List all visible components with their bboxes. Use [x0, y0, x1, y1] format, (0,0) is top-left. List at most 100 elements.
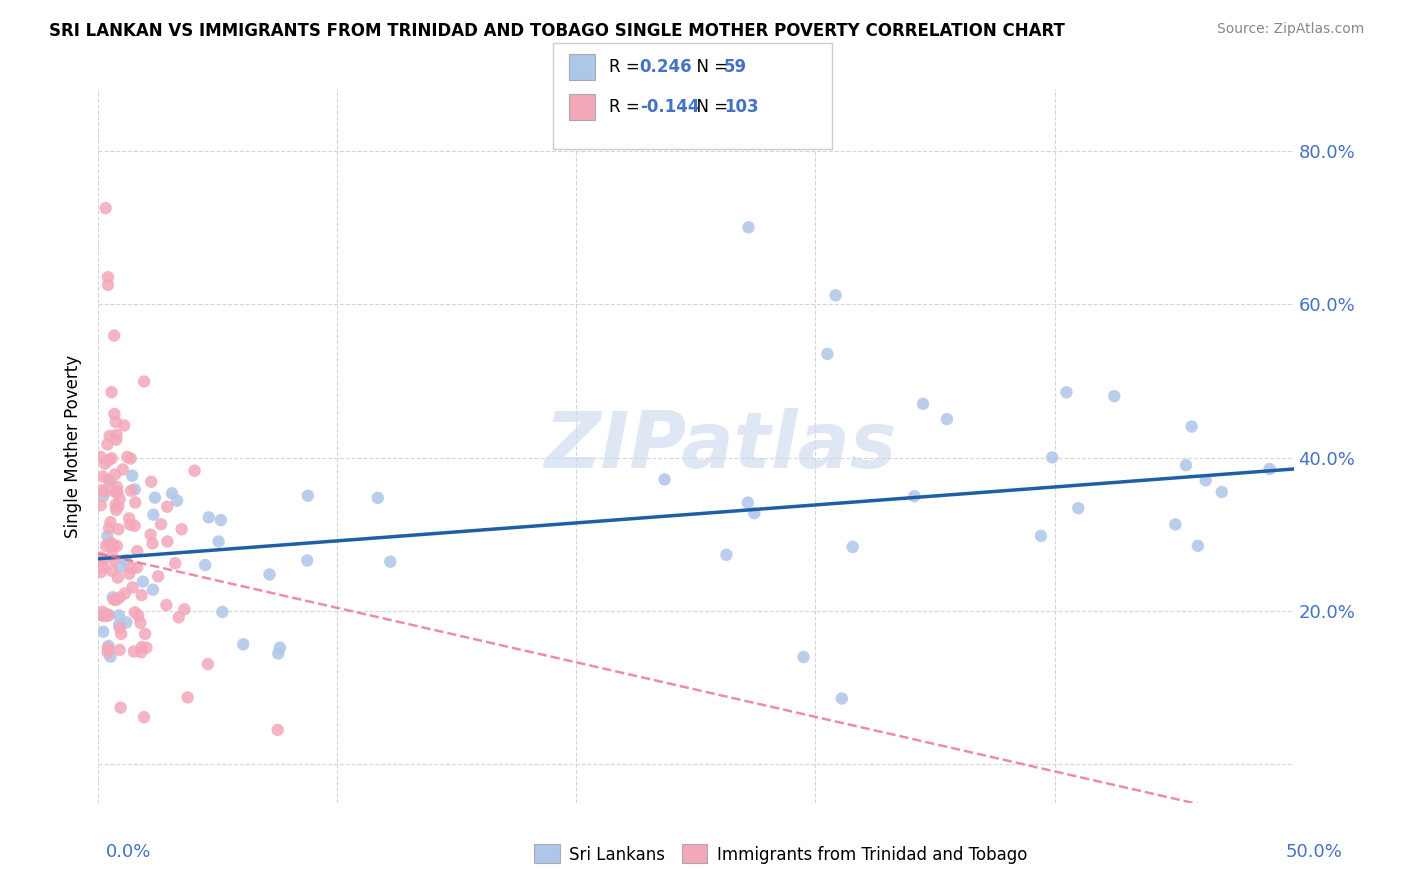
Point	[90, 554, 112, 568]
Point	[194, 558, 217, 572]
Point	[156, 534, 179, 549]
Point	[101, 549, 124, 563]
Point	[1056, 385, 1078, 400]
Point	[100, 540, 122, 554]
Point	[166, 493, 188, 508]
Point	[183, 464, 205, 478]
Point	[105, 484, 128, 499]
Text: N =: N =	[686, 98, 734, 116]
Point	[100, 536, 122, 550]
Text: R =: R =	[609, 58, 645, 76]
Point	[121, 468, 143, 483]
Point	[111, 462, 134, 476]
Point	[165, 556, 187, 570]
Point	[1040, 450, 1063, 465]
Point	[160, 486, 183, 500]
Text: Immigrants from Trinidad and Tobago: Immigrants from Trinidad and Tobago	[717, 846, 1028, 863]
Point	[841, 540, 863, 554]
Point	[110, 627, 132, 641]
Point	[107, 486, 129, 500]
Point	[207, 534, 229, 549]
Point	[90, 498, 112, 512]
Point	[97, 473, 120, 487]
Text: Source: ZipAtlas.com: Source: ZipAtlas.com	[1216, 22, 1364, 37]
Point	[108, 621, 131, 635]
Point	[91, 624, 114, 639]
Point	[93, 609, 115, 624]
Point	[105, 539, 128, 553]
Point	[269, 640, 291, 655]
Point	[127, 608, 149, 623]
Point	[101, 591, 124, 605]
Point	[143, 491, 166, 505]
Point	[94, 484, 117, 499]
Point	[108, 617, 131, 632]
Point	[97, 640, 120, 655]
Point	[94, 607, 117, 621]
Point	[936, 412, 959, 426]
Point	[101, 564, 124, 578]
Point	[91, 553, 114, 567]
Point	[267, 647, 290, 661]
Point	[903, 489, 925, 503]
Point	[197, 657, 219, 672]
Point	[121, 580, 143, 594]
Point	[107, 522, 129, 536]
Point	[1181, 419, 1204, 434]
Point	[120, 561, 142, 575]
Point	[91, 469, 114, 483]
Point	[129, 645, 152, 659]
Text: R =: R =	[609, 98, 645, 116]
Point	[105, 480, 128, 494]
Point	[112, 418, 135, 433]
Point	[1029, 529, 1052, 543]
Point	[120, 517, 142, 532]
Point	[107, 500, 129, 514]
Point	[156, 500, 179, 514]
Point	[148, 569, 170, 583]
Text: 59: 59	[724, 58, 747, 76]
Point	[124, 518, 146, 533]
Point	[911, 397, 934, 411]
Point	[103, 553, 125, 567]
Point	[831, 691, 853, 706]
Point	[1187, 539, 1209, 553]
Point	[744, 506, 766, 520]
Point	[107, 571, 129, 585]
Point	[1195, 473, 1218, 487]
Point	[90, 565, 112, 579]
Point	[97, 645, 120, 659]
Point	[139, 527, 162, 541]
Point	[1164, 517, 1187, 532]
Point	[103, 328, 125, 343]
Point	[114, 553, 136, 567]
Point	[1258, 462, 1281, 476]
Text: SRI LANKAN VS IMMIGRANTS FROM TRINIDAD AND TOBAGO SINGLE MOTHER POVERTY CORRELAT: SRI LANKAN VS IMMIGRANTS FROM TRINIDAD A…	[49, 22, 1066, 40]
Point	[115, 615, 138, 630]
Point	[232, 637, 254, 651]
Point	[367, 491, 389, 505]
Point	[142, 582, 165, 597]
Point	[141, 475, 163, 489]
Point	[104, 485, 127, 500]
Point	[97, 270, 120, 285]
Point	[90, 550, 112, 565]
Point	[108, 643, 131, 657]
Point	[94, 457, 117, 471]
Point	[104, 498, 127, 512]
Point	[104, 467, 127, 482]
Point	[100, 515, 122, 529]
Point	[259, 567, 281, 582]
Point	[108, 591, 131, 605]
Point	[197, 510, 219, 524]
Point	[1067, 501, 1090, 516]
Point	[173, 602, 195, 616]
Point	[98, 537, 121, 551]
Point	[97, 608, 120, 623]
Text: 103: 103	[724, 98, 759, 116]
Point	[150, 517, 173, 532]
Point	[98, 429, 121, 443]
Point	[90, 450, 112, 464]
Point	[100, 451, 122, 466]
Point	[737, 220, 759, 235]
